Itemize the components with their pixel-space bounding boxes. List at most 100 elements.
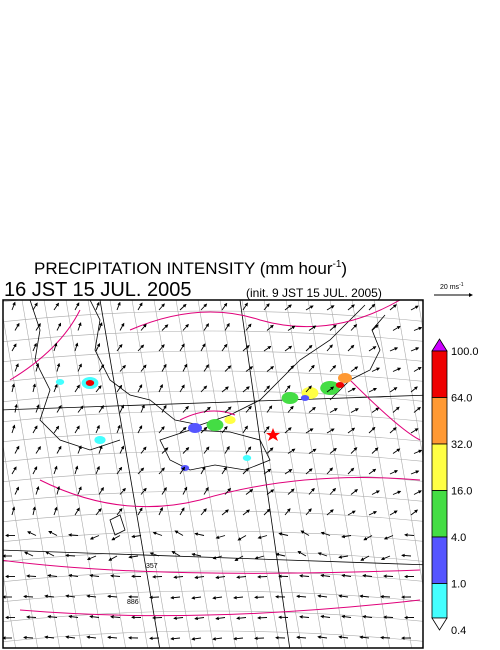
precipitation <box>338 373 352 383</box>
wind-vector <box>347 427 356 434</box>
wind-vector <box>182 405 189 413</box>
wind-vector <box>14 403 18 413</box>
wind-vector <box>371 324 379 331</box>
colorbar: 100.0 64.0 32.0 16.0 4.0 1.0 0.4 <box>431 338 479 637</box>
wind-vector <box>161 324 169 331</box>
wind-vector <box>308 487 315 495</box>
wind-vector <box>26 574 37 578</box>
wind-vector <box>107 635 118 640</box>
wind-vector <box>242 509 251 516</box>
wind-vector <box>350 408 359 413</box>
wind-vector <box>98 364 105 372</box>
wind-vector <box>56 445 62 454</box>
wind-vector <box>170 636 181 641</box>
wind-vector <box>305 508 312 516</box>
wind-vector <box>14 445 20 454</box>
isobar <box>349 379 421 441</box>
grid-line <box>21 300 82 648</box>
wind-vector <box>35 446 41 454</box>
wind-vector <box>359 594 370 599</box>
wind-vector <box>266 489 275 495</box>
colorbar-segment <box>431 536 448 584</box>
wind-vector <box>149 552 160 557</box>
grid-line <box>3 370 423 383</box>
precipitation <box>335 382 345 388</box>
wind-vector <box>140 487 147 495</box>
grid-line <box>373 300 423 588</box>
colorbar-segment <box>431 490 448 538</box>
wind-vector <box>203 446 210 454</box>
wind-vector <box>48 530 58 536</box>
grid-line <box>3 450 423 463</box>
grid-line <box>307 300 368 648</box>
wind-vector <box>89 573 100 578</box>
wind-vector <box>203 486 209 495</box>
grid-line <box>3 330 423 343</box>
wind-vector <box>383 615 394 619</box>
wind-vector <box>68 533 79 537</box>
wind-vector <box>14 486 19 495</box>
map-frame <box>2 299 424 649</box>
wind-vector <box>137 344 145 352</box>
wind-vector <box>182 363 188 372</box>
wind-vector <box>242 467 250 475</box>
wind-vector <box>287 488 295 495</box>
wind-vector <box>329 408 338 413</box>
wind-vector <box>224 406 232 413</box>
precipitation <box>180 465 190 471</box>
wind-vector <box>68 573 79 578</box>
precipitation <box>224 416 236 424</box>
wind-vector <box>263 385 271 393</box>
wind-vector <box>242 302 248 311</box>
wind-vector <box>305 385 312 393</box>
grid-line <box>87 300 148 648</box>
colorbar-label: 64.0 <box>451 393 472 405</box>
wind-vector <box>200 508 207 516</box>
wind-vector <box>116 384 123 393</box>
wind-vector <box>284 508 291 516</box>
wind-vector <box>191 637 202 641</box>
wind-vector <box>74 342 79 352</box>
wind-vector <box>74 465 79 475</box>
wind-vector <box>326 428 335 434</box>
grid-line <box>329 300 390 648</box>
coastline <box>29 300 121 451</box>
wind-vector <box>194 532 205 536</box>
wind-vector <box>413 366 422 372</box>
wind-vector <box>35 323 41 331</box>
wind-vector <box>245 323 252 331</box>
wind-vector <box>347 387 356 393</box>
wind-vector <box>275 552 286 557</box>
wind-vector <box>224 365 232 372</box>
wind-vector <box>347 304 355 311</box>
wind-vector <box>236 575 247 579</box>
wind-vector <box>173 616 184 620</box>
wind-vector <box>410 509 419 516</box>
wind-vector <box>23 594 34 599</box>
wind-vector <box>413 490 422 495</box>
wind-vector <box>212 555 223 560</box>
wind-vector <box>266 324 274 331</box>
isobar <box>179 410 236 421</box>
wind-vector <box>245 489 254 495</box>
wind-vector <box>11 383 16 393</box>
wind-vector <box>158 467 165 475</box>
wind-vector <box>56 404 62 413</box>
colorbar-cap <box>431 617 448 631</box>
wind-vector <box>347 510 356 516</box>
wind-vector <box>98 445 103 454</box>
wind-vector <box>32 506 36 516</box>
wind-vector <box>137 384 143 393</box>
wind-vector <box>77 322 82 331</box>
wind-vector <box>350 489 359 495</box>
colorbar-cap <box>431 338 448 352</box>
wind-vector <box>368 426 376 434</box>
wind-vector <box>119 364 126 372</box>
colorbar-label: 16.0 <box>451 486 472 498</box>
wind-vector <box>297 551 307 557</box>
colorbar-segment <box>431 350 448 398</box>
wind-vector <box>14 363 19 372</box>
wind-vector <box>263 345 272 352</box>
wind-vector <box>194 616 205 621</box>
